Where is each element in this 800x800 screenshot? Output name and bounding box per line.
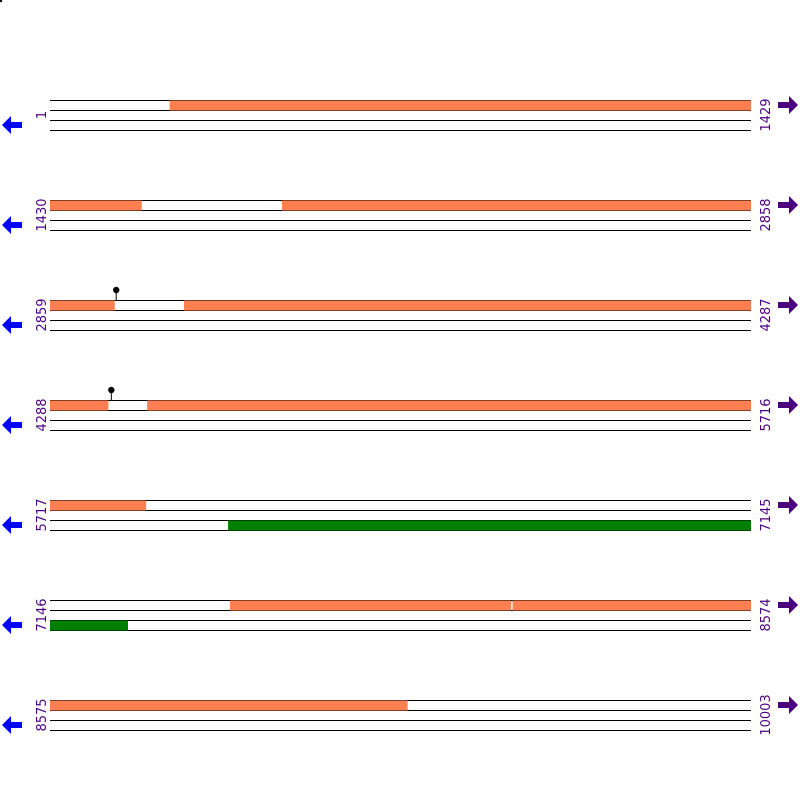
row-end-label: 7145 [759, 498, 774, 531]
arrow-left-icon[interactable] [2, 216, 22, 234]
arrow-right-icon[interactable] [778, 696, 798, 714]
arrow-left-icon[interactable] [2, 516, 22, 534]
row-start-label: 1430 [35, 198, 50, 231]
forward-orf-segment [282, 200, 751, 211]
lollipop-marker-icon [108, 386, 115, 394]
sequence-row: 8575 10003 [2, 694, 798, 736]
arrow-right-icon[interactable] [778, 396, 798, 414]
row-end-label: 4287 [759, 298, 774, 331]
row-start-label: 1 [35, 111, 50, 119]
lollipop-marker-icon [113, 286, 120, 294]
reverse-orf-segment [50, 620, 128, 631]
arrow-left-icon[interactable] [2, 416, 22, 434]
forward-orf-segment [230, 600, 512, 611]
forward-orf-segment [50, 500, 147, 511]
row-end-label: 5716 [759, 398, 774, 431]
arrow-right-icon[interactable] [778, 96, 798, 114]
sequence-row: 1430 2858 [2, 196, 798, 234]
arrow-left-icon[interactable] [2, 716, 22, 734]
sequence-row: 7146 8574 [2, 596, 798, 634]
arrow-left-icon[interactable] [2, 616, 22, 634]
forward-orf-segment [50, 300, 115, 311]
arrow-left-icon[interactable] [2, 316, 22, 334]
arrow-right-icon[interactable] [778, 496, 798, 514]
forward-orf-segment [50, 700, 408, 711]
corner-dot [0, 0, 3, 3]
row-end-label: 2858 [759, 198, 774, 231]
row-end-label: 10003 [759, 694, 774, 735]
forward-orf-segment [50, 200, 142, 211]
reverse-orf-segment [228, 520, 751, 531]
forward-orf-segment [147, 400, 751, 411]
sequence-row: 2859 4287 [2, 286, 798, 334]
row-start-label: 5717 [35, 498, 50, 531]
row-start-label: 4288 [35, 398, 50, 431]
row-end-label: 8574 [759, 598, 774, 631]
arrow-right-icon[interactable] [778, 596, 798, 614]
sequence-row: 1 1429 [2, 96, 798, 134]
row-start-label: 8575 [35, 698, 50, 731]
sequence-row: 4288 5716 [2, 386, 798, 434]
arrow-right-icon[interactable] [778, 196, 798, 214]
row-start-label: 7146 [35, 598, 50, 631]
row-end-label: 1429 [759, 98, 774, 131]
forward-orf-segment [50, 400, 109, 411]
forward-orf-segment [169, 100, 751, 111]
forward-orf-segment [512, 600, 751, 611]
arrow-left-icon[interactable] [2, 116, 22, 134]
forward-orf-segment [183, 300, 752, 311]
sequence-row: 5717 7145 [2, 496, 798, 534]
arrow-right-icon[interactable] [778, 296, 798, 314]
row-start-label: 2859 [35, 298, 50, 331]
